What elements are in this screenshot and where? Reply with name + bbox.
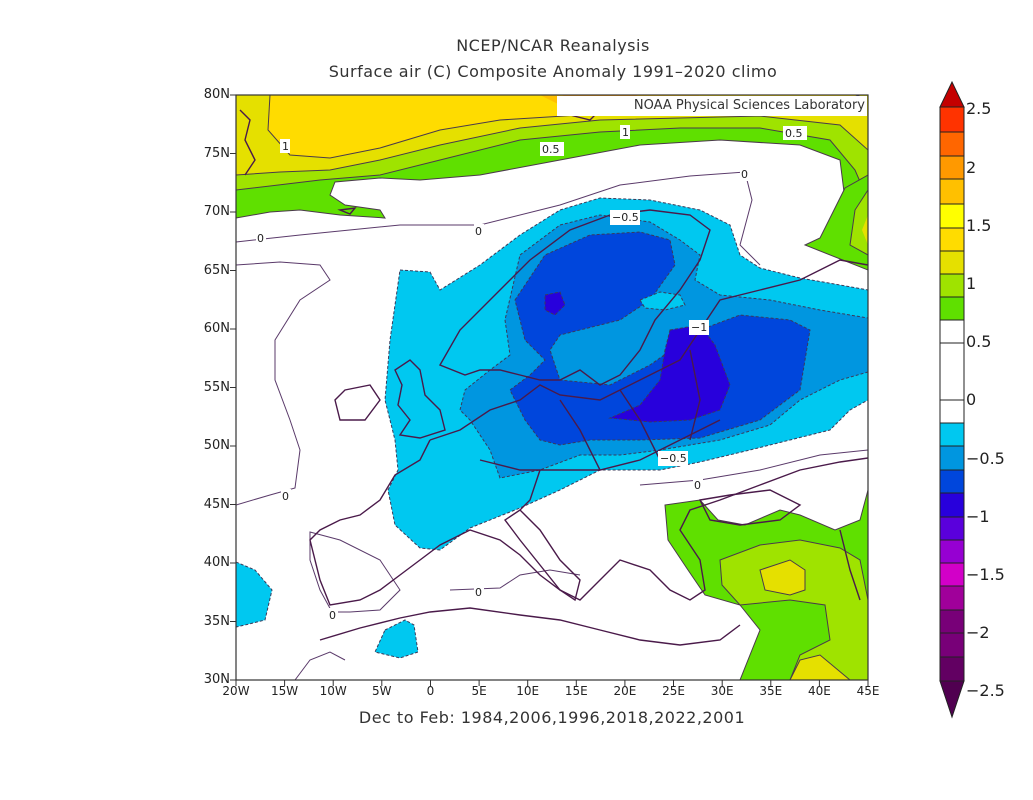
contour-label: 0 [329,609,336,622]
x-tick-label: 45E [856,684,880,698]
contour-label: −0.5 [612,211,639,224]
y-tick-label: 30N [203,672,230,687]
x-tick-label: 20E [613,684,637,698]
colorbar-label: −1.5 [966,565,1005,584]
x-tick-label: 10W [319,684,347,698]
y-tick-label: 65N [203,263,230,278]
x-axis-ticks [235,680,869,686]
y-tick-label: 70N [203,204,230,219]
colorbar-label: 2.5 [966,99,992,118]
credit-label: NOAA Physical Sciences Laboratory [557,96,867,116]
x-tick-label: 25E [662,684,685,698]
coastlines [239,96,868,646]
contour-label: 0 [475,586,482,599]
contour-label: −1 [691,321,707,334]
x-tick-label: 30E [710,684,734,698]
x-tick-label: 15E [564,684,588,698]
x-tick-label: 40E [807,684,831,698]
contour-label: 0 [282,490,289,503]
colorbar-label: −2 [966,623,990,642]
x-tick-label: 20W [222,684,250,698]
contour-label: 0.5 [785,127,803,140]
y-axis-ticks [230,94,236,681]
y-tick-label: 45N [203,497,230,512]
x-tick-label: 35E [759,684,783,698]
colorbar-label: 2 [966,158,977,177]
contour-label: 0 [475,225,482,238]
y-tick-label: 50N [203,438,230,453]
y-tick-label: 40N [203,555,230,570]
x-tick-label: 0 [426,684,435,698]
colorbar-label: −2.5 [966,681,1005,700]
contour-label: 0 [257,232,264,245]
colorbar-label: 1 [966,274,977,293]
contour-label: 0 [741,168,748,181]
contour-label: 1 [622,126,629,139]
y-tick-label: 75N [203,146,230,161]
y-tick-label: 60N [203,321,230,336]
colorbar-label: 0.5 [966,332,992,351]
turkey-warm-anomaly [664,489,868,680]
contour-label: 1 [282,140,289,153]
x-tick-label: 5E [471,684,487,698]
y-tick-label: 55N [203,380,230,395]
period-caption: Dec to Feb: 1984,2006,1996,2018,2022,200… [358,708,746,727]
contour-labels: 1 1 0.5 0.5 0 0 0 0 0 0 0 −0.5 −0.5 −1 [256,125,807,622]
x-tick-label: 10E [516,684,540,698]
x-tick-label: 5W [372,684,392,698]
chart-subtitle: Surface air (C) Composite Anomaly 1991–2… [328,62,778,81]
contour-label: −0.5 [660,452,687,465]
colorbar-label: 0 [966,390,977,409]
x-tick-label: 15W [271,684,299,698]
colorbar-label: −0.5 [966,449,1005,468]
colorbar-label: 1.5 [966,216,992,235]
contour-label: 0 [694,479,701,492]
contour-label: 0.5 [542,143,560,156]
colorbar [939,80,965,719]
chart-title: NCEP/NCAR Reanalysis [456,36,650,55]
colorbar-label: −1 [966,507,990,526]
y-tick-label: 35N [203,614,230,629]
y-tick-label: 80N [203,87,230,102]
